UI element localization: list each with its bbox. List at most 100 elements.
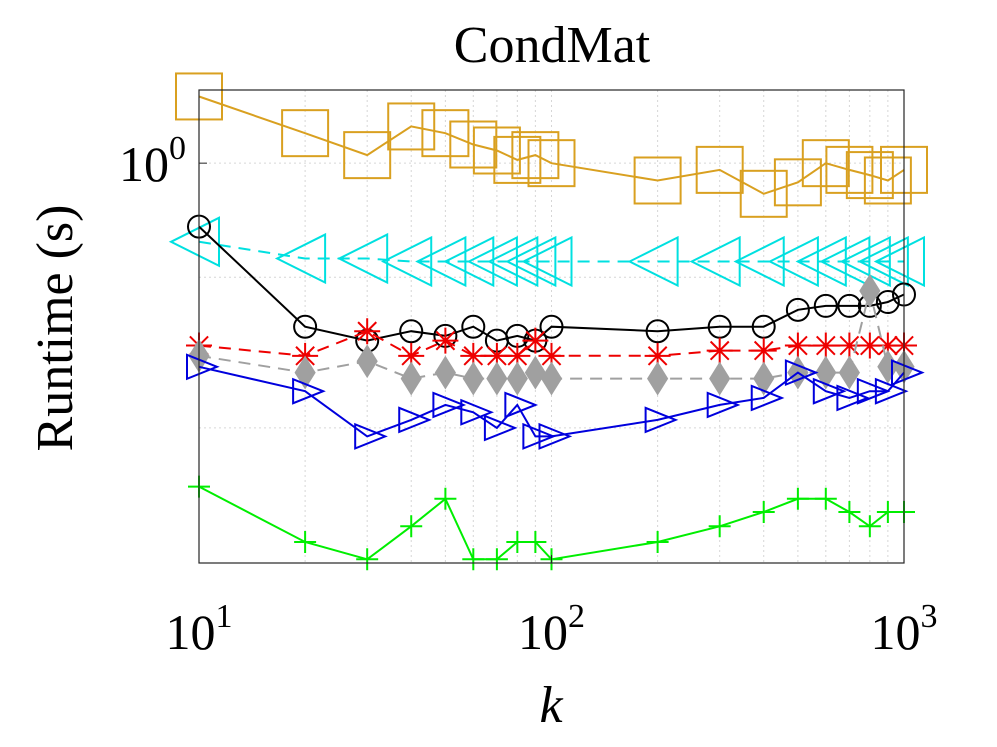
series-7-point	[400, 515, 423, 538]
series-1-point	[845, 151, 894, 200]
chart-title: CondMat	[454, 17, 651, 74]
series-4-point	[538, 342, 565, 369]
series-3-point	[539, 314, 564, 339]
series-4-point	[874, 332, 901, 359]
series-6-point	[504, 391, 539, 419]
series-6-point	[644, 406, 679, 434]
series-1-point	[773, 158, 822, 207]
series-3-point	[813, 293, 838, 318]
series-5-point	[815, 355, 837, 390]
series-1-point	[511, 131, 560, 180]
series-2-point	[380, 235, 433, 288]
series-7-point	[814, 487, 837, 510]
x-tick-label: 103	[871, 598, 938, 660]
series-5-point	[294, 355, 316, 390]
x-tick-label: 102	[518, 598, 585, 660]
series-4-point	[460, 342, 487, 369]
series-5-point	[859, 273, 881, 308]
series-1-point	[421, 109, 470, 158]
series-5-point	[506, 361, 528, 396]
series-4-point	[784, 332, 811, 359]
series-3-point	[645, 319, 670, 344]
series-4-point	[522, 327, 549, 354]
series-1-point	[343, 131, 392, 180]
series-2-point	[733, 235, 785, 288]
series-4-point	[706, 337, 733, 364]
series-3-point	[875, 290, 900, 315]
series-6-point	[432, 391, 467, 419]
series-7-point	[294, 530, 317, 553]
series-layer	[168, 72, 928, 571]
series-2-point	[873, 235, 925, 288]
series-6-point	[750, 384, 785, 412]
series-4-point	[483, 342, 510, 369]
series-7-point	[356, 548, 379, 571]
series-2-point	[857, 235, 909, 288]
series-2-point	[466, 235, 518, 288]
series-4-point	[398, 342, 425, 369]
series-2-point	[689, 235, 741, 288]
series-4-point	[856, 332, 883, 359]
series-7-point	[524, 530, 547, 553]
series-7-point	[434, 487, 457, 510]
series-4-point	[644, 342, 671, 369]
tick-labels: 101 102 103 100	[119, 130, 938, 660]
series-2-point	[274, 232, 327, 285]
series-2-point	[168, 216, 220, 268]
series-2	[168, 216, 925, 288]
series-1-point	[493, 135, 542, 184]
series-5-point	[356, 344, 378, 379]
series-4-point	[836, 332, 863, 359]
series-5-point	[524, 355, 546, 390]
series-2-point	[521, 235, 573, 288]
series-5-point	[486, 361, 508, 396]
series-5-point	[434, 355, 456, 390]
series-4-point	[750, 337, 777, 364]
series-6-point	[812, 377, 847, 405]
y-axis-label: Runtime (s)	[27, 205, 84, 452]
series-6-point	[483, 414, 518, 442]
series-3-line	[198, 225, 905, 342]
series-5-point	[647, 361, 669, 396]
series-2-line	[198, 240, 904, 263]
series-6-point	[706, 391, 741, 419]
series-7-point	[646, 530, 669, 553]
series-7-point	[708, 515, 731, 538]
x-tick-label: 101	[166, 598, 233, 660]
series-1-point	[633, 156, 682, 205]
series-1-point	[739, 169, 788, 218]
series-3-point	[293, 314, 318, 339]
series-2-point	[443, 235, 495, 288]
series-1-point	[527, 139, 576, 188]
series-2-point	[505, 235, 557, 288]
series-2-point	[819, 235, 871, 288]
series-2-point	[627, 235, 679, 288]
series-7-point	[786, 487, 809, 510]
series-4-point	[432, 327, 459, 354]
series-2-point	[487, 235, 539, 288]
series-5-point	[540, 361, 563, 396]
series-5-point	[400, 361, 422, 396]
series-1-point	[825, 145, 874, 194]
y-tick-label: 100	[119, 130, 186, 192]
series-4-point	[504, 342, 531, 369]
series-1-point	[863, 156, 912, 205]
series-7-point	[858, 515, 881, 538]
series-6-point	[354, 422, 388, 450]
series-5-point	[709, 361, 731, 396]
series-2-point	[795, 235, 847, 288]
series-3-point	[837, 293, 862, 318]
series-5-point	[462, 361, 484, 396]
series-7-point	[838, 500, 861, 523]
series-1-point	[472, 126, 521, 175]
series-2-point	[839, 235, 891, 288]
series-6-point	[836, 384, 871, 412]
series-6	[186, 353, 925, 450]
series-6-point	[856, 377, 891, 405]
series-1-point	[281, 109, 330, 158]
series-7-point	[462, 548, 485, 571]
series-7-point	[752, 500, 775, 523]
series-3-point	[785, 297, 810, 322]
series-6-point	[522, 422, 557, 450]
